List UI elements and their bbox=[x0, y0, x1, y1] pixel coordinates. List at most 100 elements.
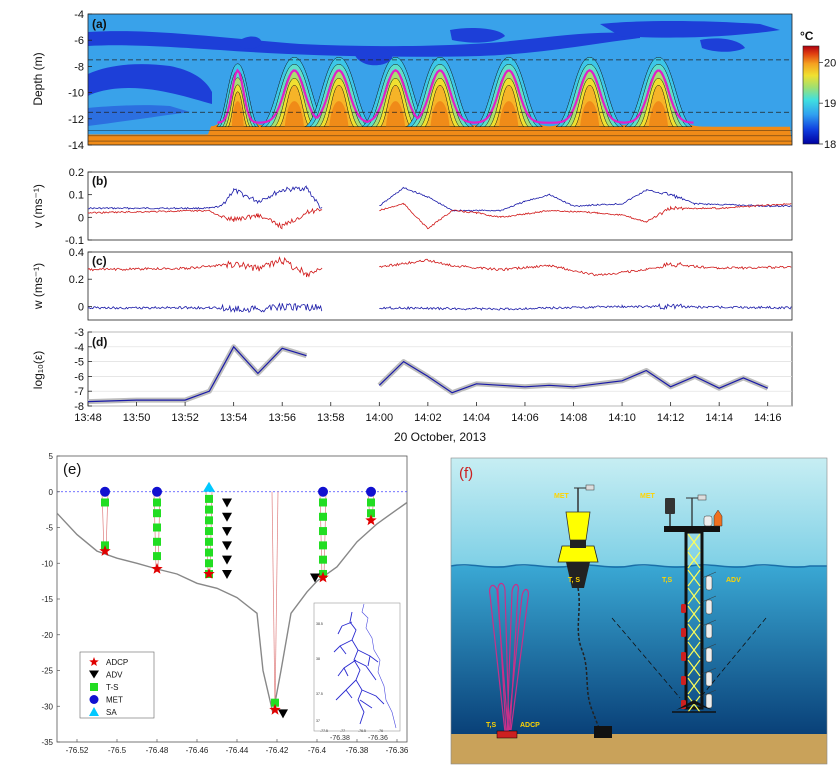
ytick-label: -25 bbox=[41, 667, 53, 676]
xtick-label: 14:12 bbox=[657, 412, 685, 424]
ytick-label: 0.4 bbox=[69, 247, 84, 259]
pulse-core bbox=[499, 101, 519, 127]
met-marker bbox=[366, 486, 376, 497]
tower-cross-brace bbox=[687, 605, 701, 623]
met-marker bbox=[152, 486, 162, 497]
sa-marker bbox=[203, 481, 215, 492]
xtick-label: 14:16 bbox=[754, 412, 782, 424]
ytick-label: -15 bbox=[41, 595, 53, 604]
legend-label: MET bbox=[106, 696, 123, 705]
mooring-line bbox=[271, 491, 276, 710]
ts-sensor bbox=[153, 537, 161, 546]
panel-f-frame bbox=[450, 457, 828, 765]
inset-xtick-1: -76.38 bbox=[330, 735, 350, 742]
inset-lon-tick-2: -77 bbox=[340, 729, 345, 733]
adcp-star bbox=[99, 545, 111, 556]
adcp-beams bbox=[489, 582, 529, 733]
ts-sensor-red bbox=[681, 676, 686, 685]
ytick-label: 0 bbox=[78, 212, 84, 224]
ts-sensor bbox=[367, 509, 375, 518]
adv-marker bbox=[278, 709, 288, 719]
ytick-label: -5 bbox=[46, 524, 54, 533]
pulse-core bbox=[231, 101, 244, 127]
adv-probe bbox=[701, 689, 717, 697]
tower-cross-brace bbox=[687, 677, 701, 695]
legend-symbol bbox=[90, 683, 98, 691]
cold-patches bbox=[88, 21, 780, 126]
panel-e-y-axis: 5 0 -5 -10 -15 -20 -25 -30 -35 bbox=[41, 452, 60, 747]
ytick-label: -8 bbox=[74, 401, 84, 413]
legend-label: ADV bbox=[106, 671, 123, 680]
w-series-line bbox=[87, 302, 323, 314]
adv-marker bbox=[222, 541, 232, 551]
pulse-core bbox=[385, 101, 406, 127]
panel-a-label: (a) bbox=[92, 17, 107, 31]
shared-time-axis: 13:48 13:50 13:52 13:54 13:56 13:58 14:00 14:02… bbox=[74, 402, 781, 424]
isopycnal-line bbox=[217, 68, 694, 124]
panel-a: (a) -4 -6 -8 -10 -12 -14 Depth (m) °C 20 19 18 bbox=[31, 9, 836, 152]
inset-lon-tick-1: -77.5 bbox=[320, 729, 328, 733]
panel-e-x-axis: -76.52 -76.5 -76.48 -76.46 -76.44 -76.42 -76.4… bbox=[66, 739, 409, 755]
tower-adv-label: ADV bbox=[726, 577, 741, 584]
panel-a-ylabel: Depth (m) bbox=[31, 52, 45, 105]
tower-ts-label: T,S bbox=[662, 577, 672, 584]
ts-sensor bbox=[319, 541, 327, 550]
ytick-label: -4 bbox=[74, 342, 84, 354]
ts-sensor-red bbox=[681, 604, 686, 613]
colorbar-unit: °C bbox=[800, 29, 814, 43]
w-series-line bbox=[379, 303, 792, 311]
panel-e: 5 0 -5 -10 -15 -20 -25 -30 -35 -76.52 -76.5 -76.48… bbox=[41, 452, 408, 755]
ts-sensor bbox=[271, 698, 279, 707]
ts-sensor bbox=[205, 494, 213, 503]
xtick-label: 13:58 bbox=[317, 412, 345, 424]
panel-c-label: (c) bbox=[92, 254, 107, 268]
panel-d-ylabel: log₁₀(ε) bbox=[31, 351, 45, 389]
ytick-label: -10 bbox=[41, 559, 53, 568]
tower-cross-brace bbox=[687, 533, 701, 551]
met-buoy bbox=[557, 484, 612, 738]
ytick-label: -30 bbox=[41, 702, 53, 711]
panel-a-y-axis: -4 -6 -8 -10 -12 -14 bbox=[68, 9, 92, 152]
adv-marker bbox=[222, 527, 232, 537]
ytick-label: 0.2 bbox=[69, 274, 84, 286]
met-marker bbox=[318, 486, 328, 497]
colorbar-tick-label: 20 bbox=[824, 57, 836, 69]
pulse-core bbox=[284, 101, 304, 127]
adv-instrument bbox=[705, 693, 713, 709]
adv-probe bbox=[701, 667, 717, 675]
ts-sensor bbox=[319, 498, 327, 507]
xtick-label: -76.44 bbox=[226, 746, 249, 755]
time-axis-xlabel: 20 October, 2013 bbox=[394, 430, 486, 444]
bottom-ts-label: T,S bbox=[486, 722, 496, 729]
w-series-line bbox=[87, 256, 323, 278]
adv-instrument bbox=[705, 623, 713, 639]
ts-sensor bbox=[205, 527, 213, 536]
legend-label: T-S bbox=[106, 683, 118, 692]
panel-b-y-axis: 0.2 0.1 0 -0.1 bbox=[65, 167, 92, 247]
panel-e-label: (e) bbox=[63, 461, 81, 478]
xtick-label: 14:08 bbox=[560, 412, 588, 424]
panel-b-frame bbox=[87, 171, 793, 241]
panel-f: (f) T,S ADCP MET T, S bbox=[450, 457, 828, 765]
ytick-label: 0 bbox=[49, 488, 54, 497]
adcp-star bbox=[269, 703, 281, 715]
ytick-label: -0.1 bbox=[65, 235, 84, 247]
panel-d: (d) -3-4-5-6-7-8 13:48 13:50 13:52 13:54 13:… bbox=[31, 327, 793, 444]
inset-lat-tick-3: 37.5 bbox=[316, 692, 323, 696]
adcp-star bbox=[151, 563, 163, 574]
adcp-star bbox=[89, 657, 99, 666]
tower-cross-brace bbox=[687, 641, 701, 659]
xtick-label: 13:52 bbox=[171, 412, 199, 424]
adcp-label: ADCP bbox=[520, 722, 540, 729]
adcp-star bbox=[203, 568, 215, 579]
v-series-line bbox=[87, 207, 323, 230]
panel-d-series bbox=[87, 344, 769, 405]
bathymetry-profile bbox=[56, 501, 408, 714]
legend-symbol bbox=[89, 670, 99, 679]
ytick-label: -5 bbox=[74, 357, 84, 369]
tower-cross-brace bbox=[687, 587, 701, 605]
panel-f-label: (f) bbox=[459, 465, 473, 482]
panel-c: (c) 0.4 0.2 0 w (ms⁻¹) bbox=[31, 247, 793, 321]
panel-c-series bbox=[87, 256, 792, 314]
legend-label: ADCP bbox=[106, 658, 128, 667]
